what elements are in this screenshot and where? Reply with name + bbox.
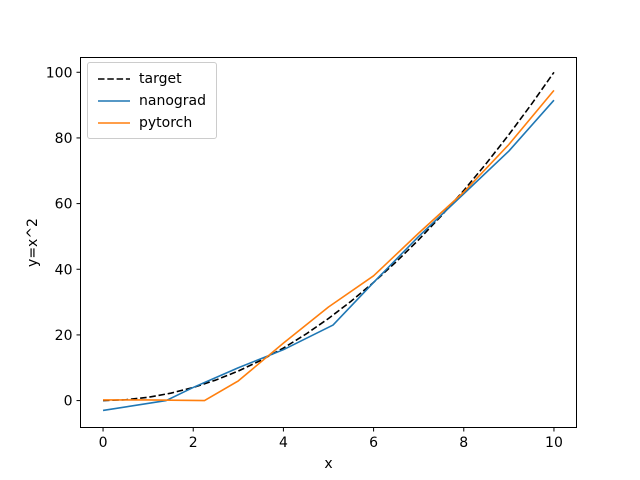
legend-item-target: target xyxy=(97,69,206,88)
y-axis-label: y=x^2 xyxy=(25,218,41,267)
x-tick-label: 8 xyxy=(459,435,468,451)
legend-label: nanograd xyxy=(139,92,206,109)
x-tick-label: 4 xyxy=(279,435,288,451)
legend-box: target nanograd pytorch xyxy=(87,62,217,139)
y-tick-label: 100 xyxy=(46,65,73,81)
legend-label: pytorch xyxy=(139,114,193,131)
x-axis-label: x xyxy=(324,456,332,472)
y-tick-label: 20 xyxy=(55,328,73,344)
legend-label: target xyxy=(139,70,182,87)
y-tick-label: 0 xyxy=(64,394,73,410)
y-tick-label: 80 xyxy=(55,131,73,147)
y-tick-label: 40 xyxy=(55,262,73,278)
legend-item-nanograd: nanograd xyxy=(97,91,206,110)
x-tick-label: 10 xyxy=(545,435,563,451)
legend-line-sample-target xyxy=(98,77,130,80)
series-line-target xyxy=(103,71,555,402)
x-tick-label: 6 xyxy=(369,435,378,451)
legend-item-pytorch: pytorch xyxy=(97,113,206,132)
y-tick-label: 60 xyxy=(55,197,73,213)
x-tick-label: 2 xyxy=(189,435,198,451)
x-tick-label: 0 xyxy=(99,435,108,451)
axes-frame xyxy=(80,57,577,428)
legend-line-sample-nanograd xyxy=(98,99,130,102)
legend-line-sample-pytorch xyxy=(98,121,130,124)
series-line-nanograd xyxy=(102,99,555,412)
series-line-pytorch xyxy=(103,89,555,402)
